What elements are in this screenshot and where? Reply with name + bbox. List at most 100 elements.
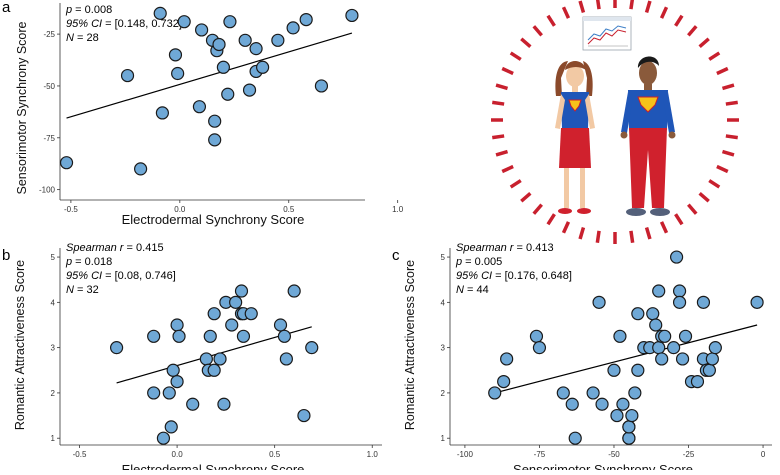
ring-dash bbox=[595, 0, 601, 10]
panel-b-y-title: Romantic Attractiveness Score bbox=[13, 260, 27, 430]
data-point bbox=[186, 397, 200, 411]
ring-dash bbox=[501, 164, 514, 174]
ring-dash bbox=[520, 37, 532, 48]
y-tick-label: 3 bbox=[441, 344, 446, 353]
ring-dash bbox=[674, 14, 684, 27]
ring-dash bbox=[721, 83, 735, 91]
y-tick-label: 4 bbox=[51, 298, 56, 307]
data-point bbox=[120, 68, 135, 83]
data-point bbox=[649, 318, 663, 332]
data-point bbox=[216, 60, 230, 74]
data-point bbox=[244, 307, 258, 321]
panel-c-stat-p: p = 0.005 bbox=[455, 256, 502, 268]
panel-c-x-title: Sensorimotor Synchrony Score bbox=[513, 462, 693, 470]
data-point bbox=[497, 374, 511, 389]
data-point bbox=[192, 100, 207, 114]
man-figure-icon bbox=[620, 56, 676, 216]
data-point bbox=[203, 329, 217, 343]
data-point bbox=[297, 408, 311, 423]
data-point bbox=[166, 363, 180, 377]
panel-c-y-title: Romantic Attractiveness Score bbox=[403, 260, 417, 430]
data-point bbox=[207, 363, 221, 377]
plot-a: -0.5 0.0 0.5 1.0 -100 -75 -50 -25 bbox=[39, 3, 404, 214]
data-point bbox=[168, 48, 183, 62]
data-point bbox=[628, 386, 642, 400]
ring-dash bbox=[532, 203, 543, 215]
ring-dash bbox=[629, 0, 635, 10]
data-point bbox=[631, 363, 645, 377]
data-point bbox=[658, 329, 672, 343]
data-point bbox=[622, 431, 636, 445]
panel-a-stat-ci: 95% CI = [0.148, 0.732] bbox=[66, 18, 182, 30]
panel-c-stat-r: Spearman r = 0.413 bbox=[456, 242, 554, 254]
panel-a-x-title: Electrodermal Synchrony Score bbox=[122, 212, 305, 227]
data-point bbox=[195, 23, 209, 37]
data-point bbox=[672, 295, 687, 309]
data-point bbox=[305, 341, 319, 355]
y-tick-label: 5 bbox=[51, 253, 56, 262]
plot-b: -0.5 0.0 0.5 1.0 1 2 3 4 5 bbox=[51, 248, 382, 459]
panel-a: a p = 0.008 95% CI = [0.148, 0.732] N = … bbox=[2, 0, 404, 227]
panel-c: c Spearman r = 0.413 p = 0.005 95% CI = … bbox=[392, 242, 772, 475]
data-point bbox=[702, 363, 716, 377]
data-point bbox=[134, 162, 148, 176]
x-tick-label: -25 bbox=[683, 450, 695, 459]
y-tick-label: 5 bbox=[441, 253, 446, 262]
panel-b-x-title: Electrodermal Synchrony Score bbox=[122, 462, 305, 470]
data-point bbox=[613, 329, 627, 343]
panel-b-stat-ci: 95% CI = [0.08, 0.746] bbox=[66, 270, 176, 282]
ring-dash bbox=[698, 192, 710, 203]
data-point bbox=[314, 79, 329, 93]
y-tick-label: 4 bbox=[441, 298, 446, 307]
data-point bbox=[172, 329, 186, 343]
data-point bbox=[646, 307, 660, 321]
data-point bbox=[610, 408, 624, 423]
y-tick-label: 2 bbox=[441, 389, 446, 398]
dashed-ring-icon bbox=[491, 0, 739, 244]
data-point bbox=[155, 106, 169, 120]
data-point bbox=[208, 133, 222, 147]
panel-c-stat-ci: 95% CI = [0.176, 0.648] bbox=[456, 270, 572, 282]
data-point bbox=[236, 329, 251, 343]
data-point bbox=[221, 87, 235, 101]
x-tick-label: 1.0 bbox=[392, 205, 404, 214]
ring-dash bbox=[578, 0, 586, 14]
ring-dash bbox=[501, 66, 514, 76]
data-point bbox=[607, 363, 621, 377]
data-point bbox=[652, 341, 666, 355]
x-tick-label: 0.0 bbox=[174, 205, 186, 214]
data-point bbox=[556, 386, 570, 400]
data-point bbox=[59, 156, 74, 170]
panel-a-stat-p: p = 0.008 bbox=[65, 4, 112, 16]
ring-dash bbox=[721, 149, 735, 157]
data-point bbox=[207, 307, 221, 321]
y-tick-label: -75 bbox=[43, 134, 55, 143]
ring-dash bbox=[492, 100, 505, 106]
ring-dash bbox=[546, 14, 556, 27]
regression-line bbox=[66, 32, 353, 119]
x-tick-label: -75 bbox=[534, 450, 546, 459]
data-point bbox=[667, 341, 681, 355]
panel-c-stat-n: N = 44 bbox=[456, 284, 489, 296]
data-point bbox=[199, 352, 213, 366]
data-point bbox=[164, 420, 178, 434]
y-tick-label: -50 bbox=[43, 82, 55, 91]
data-point bbox=[708, 341, 722, 355]
x-tick-label: 0 bbox=[761, 450, 766, 459]
ring-dash bbox=[578, 226, 586, 240]
ring-dash bbox=[716, 66, 729, 76]
data-point bbox=[488, 386, 502, 400]
data-point bbox=[238, 33, 252, 47]
x-tick-label: 0.0 bbox=[172, 450, 184, 459]
x-tick-label: 1.0 bbox=[367, 450, 379, 459]
data-point bbox=[225, 318, 239, 332]
panel-b-stat-n: N = 32 bbox=[66, 284, 99, 296]
ring-dash bbox=[659, 6, 669, 19]
regression-line bbox=[494, 324, 758, 394]
panel-c-letter: c bbox=[392, 247, 400, 264]
panel-b: b Spearman r = 0.415 p = 0.018 95% CI = … bbox=[2, 242, 382, 475]
data-point bbox=[213, 352, 227, 366]
x-tick-label: 0.5 bbox=[269, 450, 281, 459]
data-point bbox=[500, 352, 514, 366]
